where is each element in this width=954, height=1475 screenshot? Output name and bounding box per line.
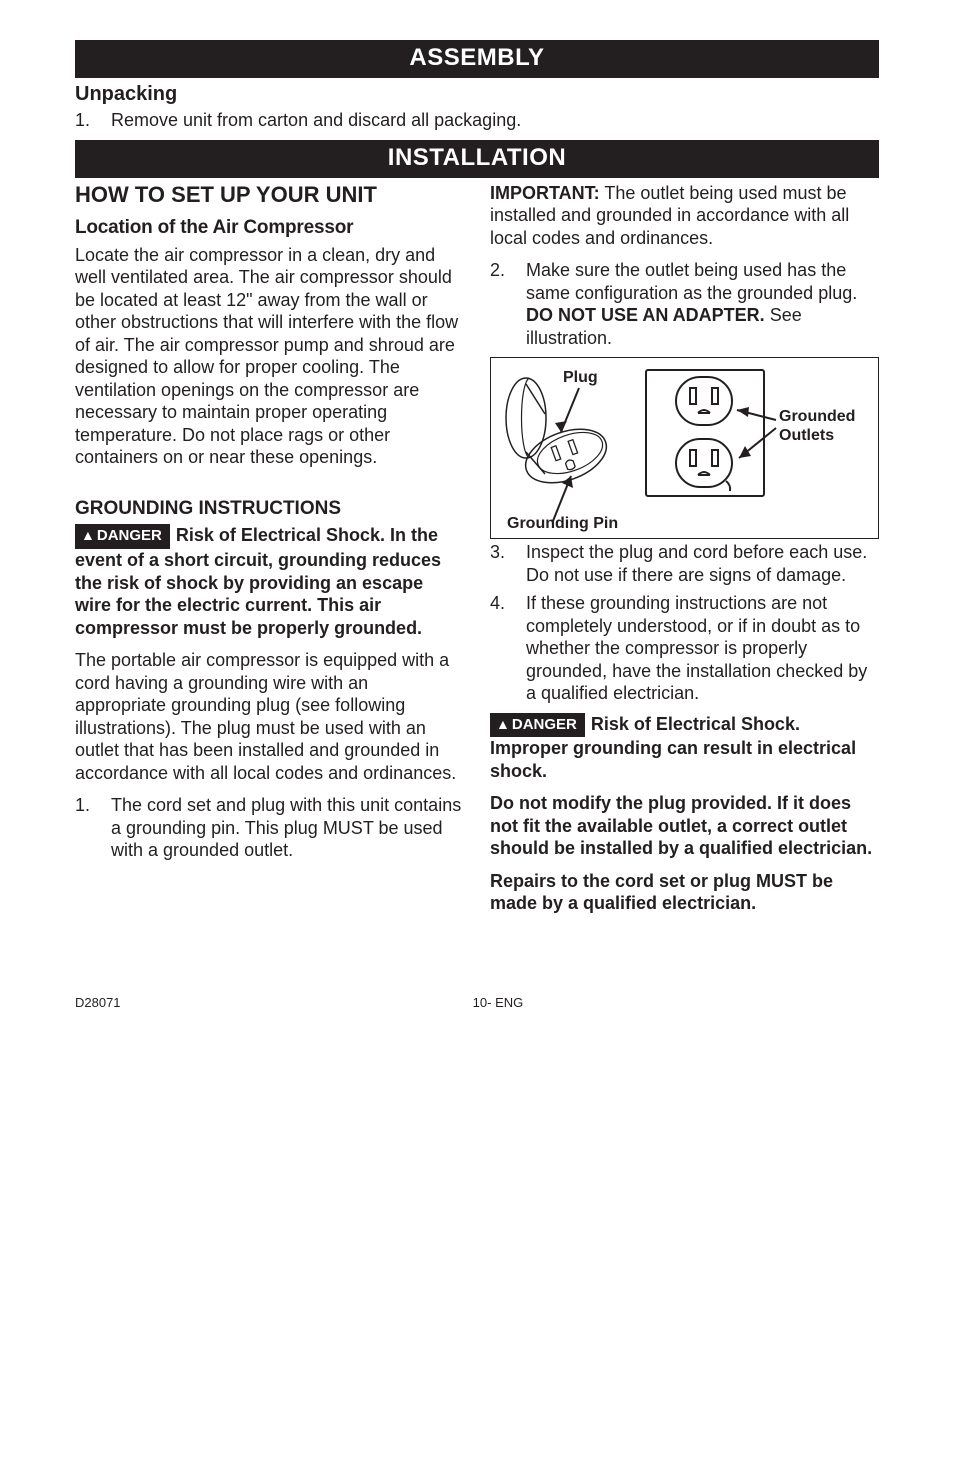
danger-badge: ▲DANGER (490, 713, 585, 738)
list-item: 1. Remove unit from carton and discard a… (75, 109, 879, 132)
page-footer: D28071 10- ENG . (75, 995, 879, 1011)
footer-doc-id: D28071 (75, 995, 121, 1011)
cord-list: 1. The cord set and plug with this unit … (75, 794, 464, 862)
list-item: 3. Inspect the plug and cord before each… (490, 541, 879, 586)
danger-label: DANGER (97, 527, 162, 544)
para-modify: Do not modify the plug provided. If it d… (490, 792, 879, 860)
grounding-pin-label: Grounding Pin (507, 515, 618, 532)
grounded-label-1: Grounded (779, 408, 855, 425)
list-num: 4. (490, 592, 526, 705)
list-num: 2. (490, 259, 526, 349)
warning-triangle-icon: ▲ (81, 527, 95, 545)
warning-triangle-icon: ▲ (496, 716, 510, 734)
list-item: 4. If these grounding instructions are n… (490, 592, 879, 705)
right-list-2: 2. Make sure the outlet being used has t… (490, 259, 879, 349)
section-bar-installation: INSTALLATION (75, 140, 879, 178)
list-text: Make sure the outlet being used has the … (526, 259, 879, 349)
list-num: 1. (75, 109, 111, 132)
heading-unpacking: Unpacking (75, 82, 879, 107)
left-column: HOW TO SET UP YOUR UNIT Location of the … (75, 182, 464, 925)
heading-setup: HOW TO SET UP YOUR UNIT (75, 182, 464, 208)
para-portable: The portable air compressor is equipped … (75, 649, 464, 784)
item2-bold: DO NOT USE AN ADAPTER. (526, 305, 765, 325)
plug-diagram-svg: Plug (501, 366, 861, 532)
important-label: IMPORTANT: (490, 183, 600, 203)
list-item: 1. The cord set and plug with this unit … (75, 794, 464, 862)
footer-page: 10- ENG (473, 995, 524, 1011)
danger-block-2: ▲DANGER Risk of Electrical Shock. Improp… (490, 713, 879, 783)
two-column-layout: HOW TO SET UP YOUR UNIT Location of the … (75, 182, 879, 925)
section-bar-assembly: ASSEMBLY (75, 40, 879, 78)
right-column: IMPORTANT: The outlet being used must be… (490, 182, 879, 925)
list-text: Inspect the plug and cord before each us… (526, 541, 879, 586)
danger-block-1: ▲DANGER Risk of Electrical Shock. In the… (75, 524, 464, 639)
plug-label: Plug (563, 369, 598, 386)
danger-label: DANGER (512, 716, 577, 733)
list-text: If these grounding instructions are not … (526, 592, 879, 705)
list-num: 3. (490, 541, 526, 586)
right-list-34: 3. Inspect the plug and cord before each… (490, 541, 879, 705)
list-num: 1. (75, 794, 111, 862)
para-repairs: Repairs to the cord set or plug MUST be … (490, 870, 879, 915)
grounded-label-2: Outlets (779, 427, 834, 444)
unpacking-list: 1. Remove unit from carton and discard a… (75, 109, 879, 132)
heading-location: Location of the Air Compressor (75, 216, 464, 240)
item2-pre: Make sure the outlet being used has the … (526, 260, 857, 303)
heading-grounding: GROUNDING INSTRUCTIONS (75, 497, 464, 521)
list-text: Remove unit from carton and discard all … (111, 109, 879, 132)
list-text: The cord set and plug with this unit con… (111, 794, 464, 862)
para-important: IMPORTANT: The outlet being used must be… (490, 182, 879, 250)
danger-badge: ▲DANGER (75, 524, 170, 549)
para-location: Locate the air compressor in a clean, dr… (75, 244, 464, 469)
plug-diagram: Plug (490, 357, 879, 539)
list-item: 2. Make sure the outlet being used has t… (490, 259, 879, 349)
